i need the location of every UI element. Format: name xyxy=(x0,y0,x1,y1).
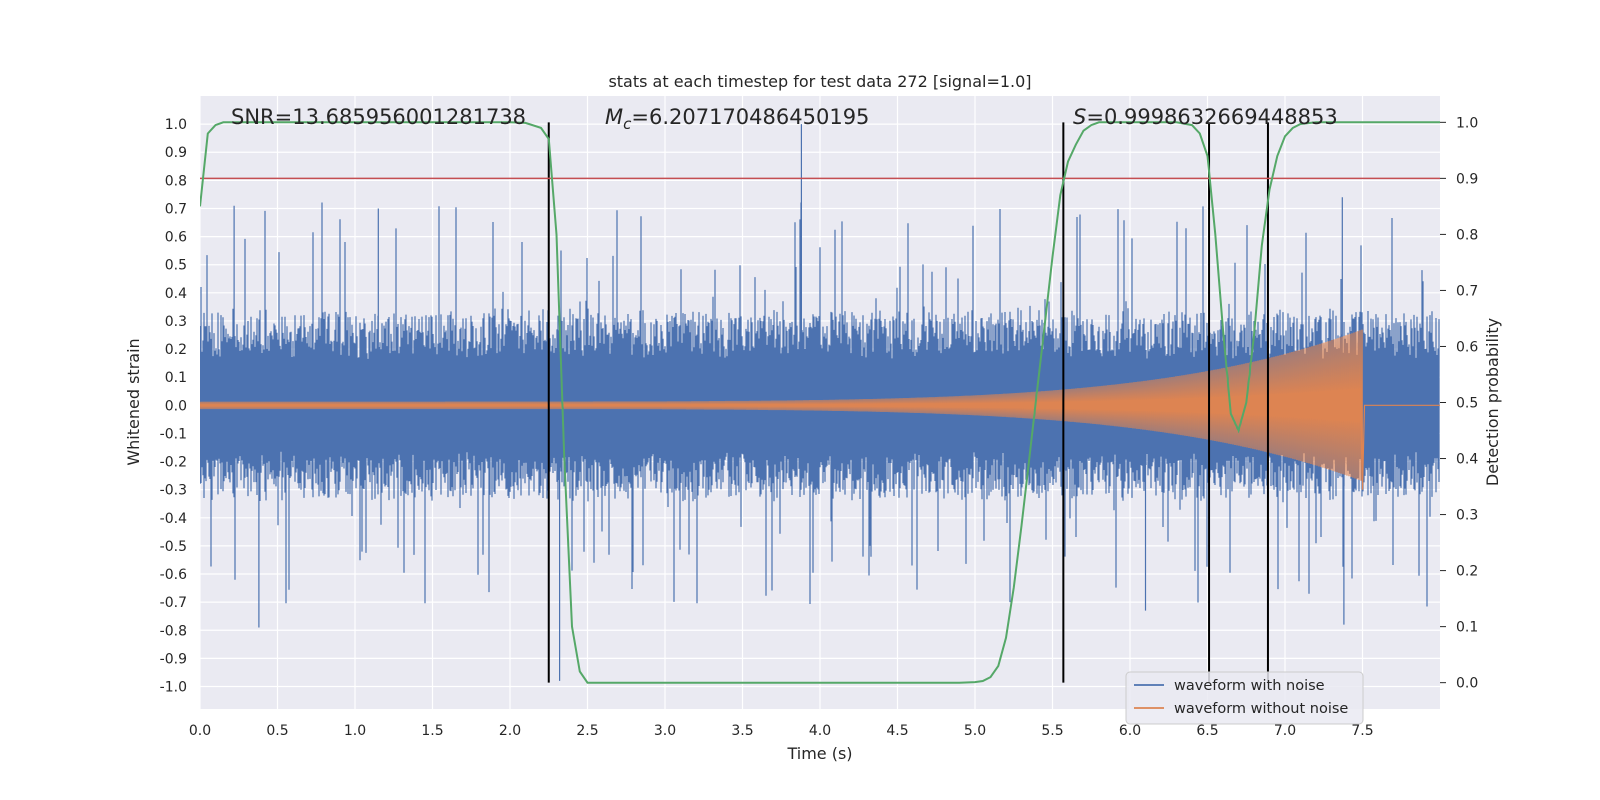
x-tick-label: 6.0 xyxy=(1119,723,1141,739)
y-tick-label: -0.5 xyxy=(160,539,187,555)
y-tick-label: 0.4 xyxy=(165,286,187,302)
x-tick-label: 3.0 xyxy=(654,723,676,739)
y2-axis-label: Detection probability xyxy=(1483,318,1502,486)
annotation-significance-symbol: S xyxy=(1073,105,1086,129)
y2-tick-label: 0.8 xyxy=(1456,227,1478,243)
y2-tick-label: 0.0 xyxy=(1456,676,1478,692)
x-tick-label: 5.5 xyxy=(1041,723,1063,739)
y-tick-label: -0.1 xyxy=(160,426,187,442)
y-tick-label: 1.0 xyxy=(165,117,187,133)
annotation-chirp-mass-symbol: M xyxy=(605,105,623,129)
y-tick-label: -1.0 xyxy=(160,680,187,696)
y-tick-label: 0.6 xyxy=(165,230,187,246)
y2-tick-label: 0.5 xyxy=(1456,396,1478,412)
y2-tick-label: 0.7 xyxy=(1456,283,1478,299)
y-tick-label: -0.7 xyxy=(160,595,187,611)
annotation-significance: S=0.9998632669448853 xyxy=(1073,105,1338,129)
y2-tick-label: 1.0 xyxy=(1456,115,1478,131)
series-waveform-without-noise xyxy=(200,329,1440,490)
legend-label-noisy: waveform with noise xyxy=(1174,678,1325,694)
x-tick-label: 4.5 xyxy=(886,723,908,739)
y2-tick-label: 0.2 xyxy=(1456,564,1478,580)
detection-vlines xyxy=(547,122,1269,683)
y2-tick-label: 0.9 xyxy=(1456,171,1478,187)
x-tick-label: 2.0 xyxy=(499,723,521,739)
series-detection-probability xyxy=(200,121,1440,684)
x-tick-label: 7.0 xyxy=(1274,723,1296,739)
y-tick-label: 0.0 xyxy=(165,398,187,414)
chart-title: stats at each timestep for test data 272… xyxy=(608,72,1031,91)
x-tick-label: 4.0 xyxy=(809,723,831,739)
y-tick-label: -0.9 xyxy=(160,651,187,667)
x-tick-label: 1.0 xyxy=(344,723,366,739)
x-tick-label: 0.5 xyxy=(266,723,288,739)
legend: waveform with noise waveform without noi… xyxy=(1125,671,1364,725)
y-tick-label: -0.4 xyxy=(160,511,187,527)
y-tick-label: 0.3 xyxy=(165,314,187,330)
y-tick-label: 0.1 xyxy=(165,370,187,386)
x-tick-label: 7.5 xyxy=(1351,723,1373,739)
y-tick-label: -0.8 xyxy=(160,623,187,639)
x-tick-label: 1.5 xyxy=(421,723,443,739)
y-tick-label: 0.2 xyxy=(165,342,187,358)
y-axis-left-ticks: -1.0 -0.9 -0.8 -0.7 -0.6 -0.5 -0.4 -0.3 -0.2 -0.1… xyxy=(160,117,187,695)
y-tick-label: 0.8 xyxy=(165,173,187,189)
annotation-snr: SNR=13.685956001281738 xyxy=(231,105,526,129)
y-tick-label: 0.7 xyxy=(165,201,187,217)
y-axis-right-ticks: 0.0 0.1 0.2 0.3 0.4 0.5 0.6 0.7 0.8 0.9 1.0 xyxy=(1440,115,1478,692)
legend-box xyxy=(1125,671,1364,725)
y2-tick-label: 0.3 xyxy=(1456,508,1478,524)
x-tick-label: 0.0 xyxy=(189,723,211,739)
y-tick-label: 0.5 xyxy=(165,258,187,274)
y-axis-label: Whitened strain xyxy=(124,338,143,465)
x-tick-label: 5.0 xyxy=(964,723,986,739)
y-tick-label: -0.6 xyxy=(160,567,187,583)
legend-label-clean: waveform without noise xyxy=(1174,701,1348,717)
annotation-chirp-mass-value: =6.207170486450195 xyxy=(631,105,869,129)
x-tick-label: 2.5 xyxy=(576,723,598,739)
annotation-significance-value: =0.9998632669448853 xyxy=(1086,105,1337,129)
y2-tick-label: 0.4 xyxy=(1456,452,1478,468)
y-tick-label: -0.3 xyxy=(160,483,187,499)
x-axis-label: Time (s) xyxy=(786,744,852,763)
x-tick-label: 3.5 xyxy=(731,723,753,739)
y2-tick-label: 0.6 xyxy=(1456,339,1478,355)
annotation-chirp-mass-subscript: c xyxy=(623,115,632,133)
y2-tick-label: 0.1 xyxy=(1456,620,1478,636)
y-tick-label: -0.2 xyxy=(160,455,187,471)
x-axis-ticks: 0.0 0.5 1.0 1.5 2.0 2.5 3.0 3.5 4.0 4.5 5.0 5.5 6.0 6… xyxy=(189,723,1374,739)
y-tick-label: 0.9 xyxy=(165,145,187,161)
x-tick-label: 6.5 xyxy=(1196,723,1218,739)
annotation-chirp-mass: Mc=6.207170486450195 xyxy=(605,105,869,133)
